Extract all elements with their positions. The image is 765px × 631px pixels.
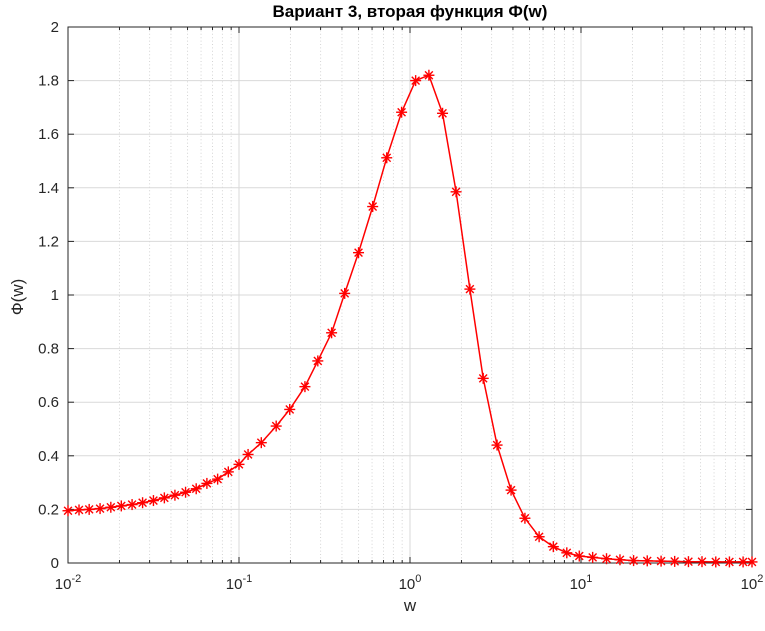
- data-marker-asterisk: [682, 556, 694, 568]
- data-marker-asterisk: [233, 458, 245, 470]
- x-tick-label: 100: [399, 573, 422, 593]
- data-marker-asterisk: [573, 550, 585, 562]
- data-marker-asterisk: [105, 501, 117, 513]
- data-marker-asterisk: [628, 555, 640, 567]
- y-tick-label: 1.6: [38, 126, 59, 143]
- data-marker-asterisk: [641, 555, 653, 567]
- data-marker-asterisk: [367, 201, 379, 213]
- data-marker-asterisk: [710, 556, 722, 568]
- data-marker-asterisk: [147, 495, 159, 507]
- data-marker-asterisk: [381, 152, 393, 164]
- y-tick-label: 1.8: [38, 73, 59, 90]
- y-tick-label: 0.4: [38, 448, 59, 465]
- data-marker-asterisk: [201, 477, 213, 489]
- data-marker-asterisk: [669, 555, 681, 567]
- data-marker-asterisk: [255, 437, 267, 449]
- y-tick-label: 0.2: [38, 501, 59, 518]
- data-marker-asterisk: [396, 106, 408, 118]
- y-tick-label: 0: [51, 555, 59, 572]
- data-marker-asterisk: [437, 107, 449, 119]
- data-marker-asterisk: [614, 554, 626, 566]
- data-marker-asterisk: [655, 555, 667, 567]
- data-marker-asterisk: [190, 483, 202, 495]
- data-marker-asterisk: [723, 556, 735, 568]
- data-marker-asterisk: [410, 75, 422, 87]
- x-tick-label: 101: [570, 573, 593, 593]
- data-marker-asterisk: [326, 327, 338, 339]
- data-marker-asterisk: [746, 556, 758, 568]
- data-marker-asterisk: [242, 448, 254, 460]
- data-marker-asterisk: [126, 499, 138, 511]
- data-marker-asterisk: [450, 186, 462, 198]
- data-marker-asterisk: [284, 403, 296, 415]
- data-marker-asterisk: [94, 503, 106, 515]
- data-marker-asterisk: [212, 473, 224, 485]
- data-marker-asterisk: [491, 439, 503, 451]
- y-tick-label: 0.6: [38, 394, 59, 411]
- data-marker-asterisk: [169, 489, 181, 501]
- data-marker-asterisk: [270, 420, 282, 432]
- x-tick-label: 102: [741, 573, 764, 593]
- x-tick-label: 10-2: [55, 573, 81, 593]
- data-marker-asterisk: [73, 504, 85, 516]
- y-tick-label: 2: [51, 19, 59, 36]
- data-marker-asterisk: [477, 372, 489, 384]
- data-marker-asterisk: [83, 503, 95, 515]
- y-tick-label: 1: [51, 287, 59, 304]
- data-marker-asterisk: [561, 547, 573, 559]
- x-tick-label: 10-1: [226, 573, 252, 593]
- data-marker-asterisk: [423, 69, 435, 81]
- data-marker-asterisk: [137, 497, 149, 509]
- y-tick-label: 1.4: [38, 180, 59, 197]
- data-marker-asterisk: [601, 553, 613, 565]
- data-marker-asterisk: [533, 531, 545, 543]
- data-marker-asterisk: [519, 512, 531, 524]
- data-marker-asterisk: [115, 500, 127, 512]
- data-marker-asterisk: [696, 556, 708, 568]
- y-tick-label: 1.2: [38, 233, 59, 250]
- data-marker-asterisk: [353, 247, 365, 259]
- data-marker-asterisk: [62, 505, 74, 517]
- data-marker-asterisk: [737, 556, 749, 568]
- data-marker-asterisk: [222, 466, 234, 478]
- data-marker-asterisk: [464, 283, 476, 295]
- data-marker-asterisk: [547, 541, 559, 553]
- chart-title: Вариант 3, вторая функция Ф(w): [272, 2, 548, 21]
- data-marker-asterisk: [505, 484, 517, 496]
- data-marker-asterisk: [312, 355, 324, 367]
- x-axis-label: w: [403, 596, 417, 615]
- data-marker-asterisk: [299, 381, 311, 393]
- data-marker-asterisk: [339, 287, 351, 299]
- data-marker-asterisk: [180, 486, 192, 498]
- y-tick-label: 0.8: [38, 341, 59, 358]
- data-marker-asterisk: [158, 492, 170, 504]
- data-marker-asterisk: [587, 551, 599, 563]
